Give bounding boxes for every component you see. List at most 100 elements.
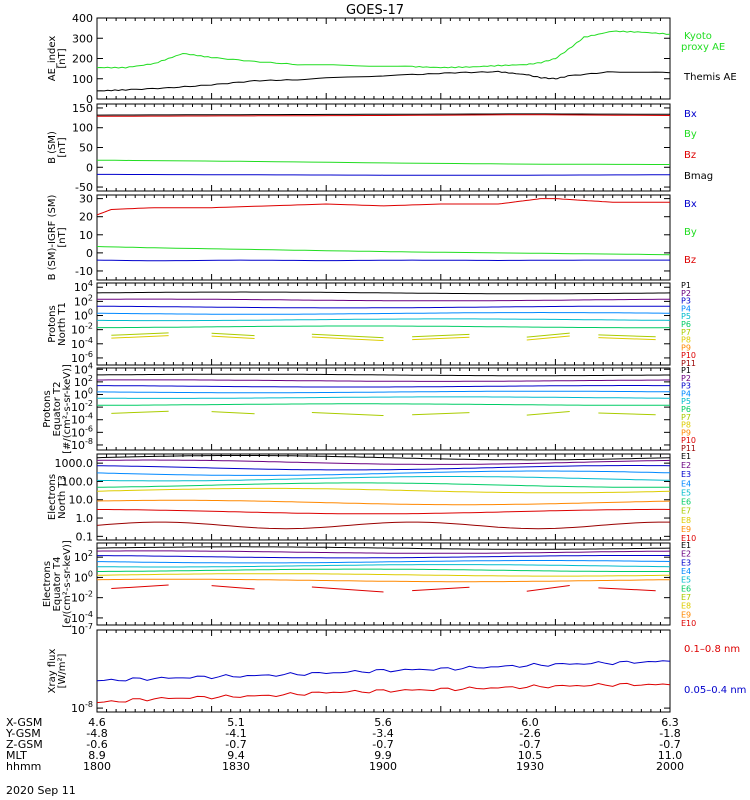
series-line xyxy=(96,660,671,682)
series-line xyxy=(96,113,671,116)
y-tick-label: 104 xyxy=(74,279,93,294)
legend-label: P4 xyxy=(681,304,691,313)
legend-label: E9 xyxy=(681,525,691,534)
y-tick-label: 0 xyxy=(86,247,93,260)
series-line xyxy=(97,568,670,572)
orbit-value: 10.5 xyxy=(517,749,543,762)
series-line xyxy=(96,682,671,704)
legend-label: P10 xyxy=(681,436,696,445)
y-tick-label: 104 xyxy=(74,361,93,376)
series-line xyxy=(97,373,670,377)
legend-label: P5 xyxy=(681,397,691,406)
series-line xyxy=(96,246,671,256)
y-axis-label: Protons xyxy=(47,305,58,342)
y-axis-label: [nT] xyxy=(57,137,68,157)
y-axis-label: Protons xyxy=(42,390,53,427)
legend-label: P3 xyxy=(681,297,691,306)
series-line xyxy=(96,298,670,302)
legend-label: P2 xyxy=(681,374,691,383)
y-tick-label: -10 xyxy=(75,265,93,278)
y-axis-label: [#/(cm²-s-sr-keV)] xyxy=(62,364,73,454)
y-tick-label: 100 xyxy=(74,569,93,584)
series-line xyxy=(96,499,671,506)
series-line xyxy=(96,521,670,530)
series-line xyxy=(96,259,670,262)
y-tick-label: 20 xyxy=(79,211,93,224)
orbit-row-label: MLT xyxy=(6,749,27,762)
y-tick-label: 10-8 xyxy=(71,437,93,452)
legend-label: P8 xyxy=(681,421,691,430)
series-line xyxy=(96,465,671,471)
panel-frame xyxy=(96,282,671,366)
legend-label: P5 xyxy=(681,312,691,321)
series-line xyxy=(97,325,671,329)
series-line xyxy=(97,390,670,394)
y-axis-label: North T1 xyxy=(57,302,68,346)
series-line xyxy=(412,333,470,338)
series-line xyxy=(598,334,656,338)
legend-label: Themis AE xyxy=(683,72,737,83)
series-line xyxy=(96,70,671,92)
series-line xyxy=(97,305,671,309)
y-tick-label: 10-4 xyxy=(71,412,93,427)
orbit-value: -0.7 xyxy=(225,738,247,751)
y-tick-label: 0 xyxy=(86,161,93,174)
legend-label: E8 xyxy=(681,516,691,525)
y-tick-label: 300 xyxy=(72,32,93,45)
legend-label: 0.05–0.4 nm xyxy=(684,685,746,696)
orbit-value: -4.8 xyxy=(86,727,108,740)
date-label: 2020 Sep 11 xyxy=(6,784,76,797)
legend-label: Bz xyxy=(684,150,696,161)
series-line xyxy=(96,476,671,482)
orbit-value: 6.3 xyxy=(661,716,679,729)
series-line xyxy=(211,335,255,339)
series-line xyxy=(97,573,670,577)
orbit-value: 9.4 xyxy=(227,749,245,762)
legend-label: P8 xyxy=(681,336,691,345)
legend-label: By xyxy=(684,227,697,238)
y-tick-label: 0.1 xyxy=(76,530,94,543)
legend-label: P10 xyxy=(681,351,696,360)
y-tick-label: 0 xyxy=(86,93,93,106)
series-line xyxy=(96,550,671,554)
orbit-value: -2.6 xyxy=(519,727,541,740)
legend-label: E9 xyxy=(681,610,691,619)
legend-label: P11 xyxy=(681,444,696,453)
legend-label: E7 xyxy=(681,593,691,602)
legend-label: E4 xyxy=(681,479,691,488)
legend-label: P9 xyxy=(681,343,691,352)
legend-label: E6 xyxy=(681,498,691,507)
series-line xyxy=(96,114,671,117)
legend-label: Bx xyxy=(684,109,697,120)
orbit-row-label: Y-GSM xyxy=(6,727,41,740)
y-axis-label: Electrons xyxy=(47,474,58,520)
legend-label: Kyoto xyxy=(684,31,712,42)
y-axis-label: Equator T4 xyxy=(52,557,63,612)
series-line xyxy=(96,546,671,550)
legend-label: E10 xyxy=(681,534,696,543)
y-tick-label: 150 xyxy=(72,102,93,115)
series-line xyxy=(211,332,255,337)
series-line xyxy=(96,459,671,465)
orbit-value: 1830 xyxy=(222,760,250,773)
legend-label: P7 xyxy=(681,328,691,337)
y-tick-label: 100 xyxy=(72,122,93,135)
legend-label: E4 xyxy=(681,567,691,576)
series-line xyxy=(97,318,671,322)
series-line xyxy=(111,584,169,590)
series-line xyxy=(598,337,656,341)
legend-label: 0.1–0.8 nm xyxy=(684,644,740,655)
legend-label: P6 xyxy=(681,405,691,414)
y-tick-label: 200 xyxy=(72,53,93,66)
y-tick-label: 10-2 xyxy=(71,399,93,414)
series-line xyxy=(96,30,671,69)
orbit-value: 9.9 xyxy=(374,749,392,762)
y-tick-label: 10-7 xyxy=(71,622,93,637)
legend-label: E7 xyxy=(681,507,691,516)
y-tick-label: 100 xyxy=(74,386,93,401)
legend-label: P1 xyxy=(681,281,691,290)
series-line xyxy=(311,586,384,593)
